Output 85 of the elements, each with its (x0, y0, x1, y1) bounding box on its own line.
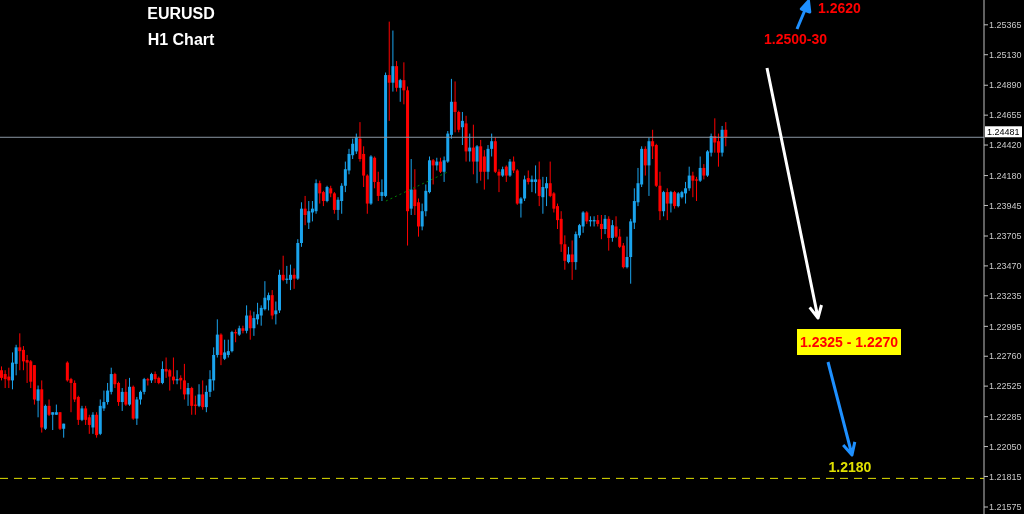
candlestick (395, 60, 399, 93)
y-tick-label: 1.22760 (989, 351, 1022, 362)
candlestick (252, 311, 256, 337)
candlestick (662, 190, 666, 217)
y-tick-label: 1.23470 (989, 261, 1022, 272)
candlestick (610, 219, 614, 243)
candlestick (274, 301, 278, 325)
candlestick (124, 378, 128, 407)
candlestick (695, 176, 699, 202)
candlestick (91, 411, 95, 435)
candlestick (288, 264, 292, 291)
candlestick (219, 332, 223, 366)
candlestick (398, 78, 402, 103)
candlestick (135, 396, 139, 426)
candlestick (431, 158, 435, 185)
candlestick (530, 175, 534, 193)
annotation: 1.2500-30 (764, 31, 828, 47)
y-tick-label: 1.23705 (989, 231, 1022, 242)
candlestick (14, 344, 18, 376)
candlestick (607, 215, 611, 252)
y-tick-label: 1.21815 (989, 471, 1022, 482)
candlestick (684, 181, 688, 205)
candlestick (720, 125, 724, 157)
candlestick (581, 210, 585, 234)
candlestick (471, 124, 475, 175)
candlestick (25, 354, 29, 384)
candlestick (120, 387, 124, 412)
candlestick (665, 187, 669, 221)
candlestick (292, 267, 296, 290)
candlestick (201, 379, 205, 411)
candlestick (307, 200, 311, 230)
candlestick (482, 149, 486, 191)
candlestick (391, 30, 395, 93)
candlestick (248, 309, 252, 341)
candlestick (84, 405, 88, 426)
y-tick-label: 1.25130 (989, 49, 1022, 60)
candlestick (186, 382, 190, 407)
candlestick (541, 176, 545, 215)
ref-line-label: 1.24481 (987, 126, 1020, 137)
candlestick (698, 155, 702, 183)
candlestick (332, 191, 336, 215)
ref-line-label: 1.2180 (828, 459, 872, 476)
annotation: 1.2325 - 1.2270 (797, 329, 902, 355)
candlestick (376, 171, 380, 202)
candlestick (47, 399, 51, 417)
chart-title: EURUSD (147, 5, 215, 23)
annotation: 1.2620 (818, 0, 861, 16)
candlestick (18, 332, 22, 371)
candlestick (387, 21, 391, 122)
candlestick (453, 80, 457, 133)
candlestick (669, 190, 673, 213)
y-tick-label: 1.24180 (989, 170, 1022, 181)
y-tick-label: 1.23945 (989, 200, 1022, 211)
y-tick-label: 1.22525 (989, 381, 1022, 392)
y-tick-label: 1.24420 (989, 140, 1022, 151)
candlestick (128, 377, 132, 407)
y-tick-label: 1.22285 (989, 411, 1022, 422)
candlestick (36, 385, 40, 418)
candlestick (241, 325, 245, 334)
y-tick-label: 1.25365 (989, 20, 1022, 31)
candlestick (43, 404, 47, 431)
candlestick (475, 144, 479, 184)
candlestick (643, 145, 647, 177)
y-tick-label: 1.24890 (989, 80, 1022, 91)
candlestick (716, 133, 720, 168)
y-tick-label: 1.22995 (989, 321, 1022, 332)
candlestick (687, 166, 691, 192)
candlestick (215, 318, 219, 359)
text: H1 Chart (147, 31, 215, 49)
y-tick-label: 1.22050 (989, 441, 1022, 452)
candlestick (534, 164, 538, 194)
candlestick (354, 133, 358, 155)
y-tick-label: 1.24655 (989, 110, 1022, 121)
candlestick (281, 255, 285, 282)
candlestick (691, 171, 695, 198)
candlestick (603, 214, 607, 235)
candlestick (95, 411, 99, 439)
y-tick-label: 1.23235 (989, 291, 1022, 301)
candlestick (724, 121, 728, 147)
candlestick (409, 158, 413, 216)
y-tick-label: 1.21575 (989, 502, 1022, 513)
candlestick (245, 304, 249, 334)
candlestick (190, 386, 194, 416)
candlestick (197, 383, 201, 408)
candlestick (303, 195, 307, 226)
